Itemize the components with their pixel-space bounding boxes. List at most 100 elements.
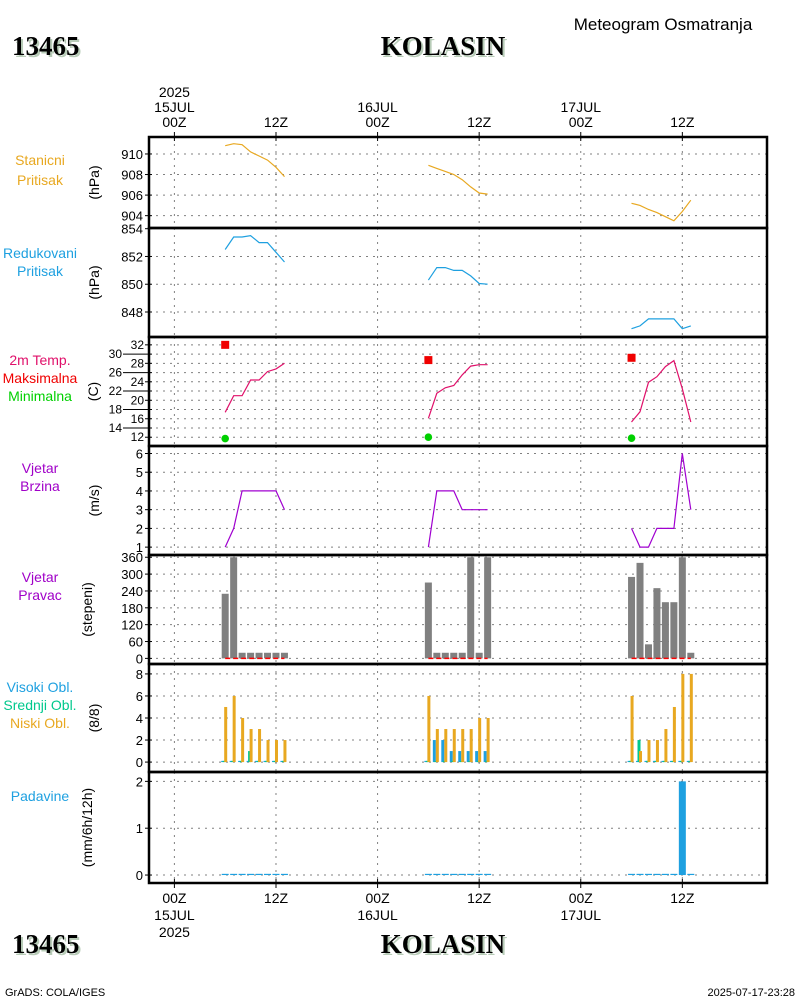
y-tick-label: 854 xyxy=(121,222,143,237)
y-tick-label: 6 xyxy=(136,689,143,704)
bottom-time-label: 00Z xyxy=(569,890,594,906)
chart-title: Meteogram Osmatranja xyxy=(574,15,753,34)
bottom-time-label: 12Z xyxy=(670,890,695,906)
bar-vjetar-pravac xyxy=(272,652,280,659)
bar-niski-obl- xyxy=(630,695,634,763)
panel-label: Stanicni xyxy=(15,152,65,168)
panel-wind-direction: 060 120 180 240 300 360 Vjetar Pravac (stepeni) xyxy=(18,550,769,666)
panel-wind-speed: 1 2 3 4 5 6 Vjetar Brzina (m/s) xyxy=(20,444,769,557)
bar-vjetar-pravac xyxy=(264,652,272,659)
station-id: 13465 xyxy=(12,31,80,61)
y-tick-label: 14 xyxy=(109,421,123,435)
bar-niski-obl- xyxy=(427,695,431,763)
bar-vjetar-pravac xyxy=(441,652,449,659)
footer: 13465 KOLASIN GrADS: COLA/IGES 2025-07-1… xyxy=(5,929,795,999)
bar-vjetar-pravac xyxy=(424,582,432,659)
bar-padavine xyxy=(670,873,678,876)
series-line-redukovani-pritisak xyxy=(631,318,691,330)
series-line-stanicni-pritisak xyxy=(225,143,285,178)
panel-label: Pritisak xyxy=(17,263,64,279)
max-temp-marker xyxy=(424,356,433,365)
y-tick-label: 28 xyxy=(131,356,145,370)
bar-niski-obl- xyxy=(469,729,473,763)
bar-padavine xyxy=(441,873,449,876)
bar-padavine xyxy=(230,873,238,876)
bar-niski-obl- xyxy=(452,729,456,763)
y-tick-label: 910 xyxy=(121,147,143,162)
bottom-time-label: 17JUL xyxy=(561,907,602,923)
panel-label: Minimalna xyxy=(8,388,72,404)
bar-visoki-obl- xyxy=(441,740,445,763)
series-line-stanicni-pritisak xyxy=(428,164,488,195)
y-axis-unit: (8/8) xyxy=(86,704,102,733)
y-tick-label: 904 xyxy=(121,209,143,224)
min-temp-marker xyxy=(627,434,636,442)
y-axis-unit: (hPa) xyxy=(86,265,102,299)
bar-vjetar-pravac xyxy=(247,652,255,659)
bar-padavine xyxy=(467,873,475,876)
bar-vjetar-pravac xyxy=(433,652,441,659)
panel-label: Brzina xyxy=(20,478,60,494)
bar-vjetar-pravac xyxy=(687,652,695,659)
panel-label: Pritisak xyxy=(17,172,64,188)
bottom-time-label: 12Z xyxy=(467,890,492,906)
bar-padavine xyxy=(653,873,661,876)
series-line-vjetar-brzina xyxy=(427,490,488,548)
footer-station-name: KOLASIN xyxy=(381,929,506,959)
bar-padavine xyxy=(255,873,263,876)
panel-frame xyxy=(147,226,769,339)
footer-station-id: 13465 xyxy=(12,929,80,959)
bar-padavine xyxy=(450,873,458,876)
bar-vjetar-pravac xyxy=(450,652,458,659)
series-line-vjetar-brzina xyxy=(224,490,286,548)
top-time-label: 2025 xyxy=(159,84,190,100)
y-tick-label: 22 xyxy=(109,384,123,398)
bar-padavine xyxy=(687,873,695,876)
bar-vjetar-pravac xyxy=(280,652,288,659)
series-line-vjetar-brzina xyxy=(630,453,692,548)
panel-reduced-pressure: 848 850 852 854 Redukovani Pritisak (hPa) xyxy=(3,222,769,339)
bar-visoki-obl- xyxy=(432,740,436,763)
y-tick-label: 32 xyxy=(131,338,145,352)
series-line-2m-temp- xyxy=(631,359,692,423)
y-axis-unit: (C) xyxy=(85,382,101,401)
y-tick-label: 5 xyxy=(136,465,143,480)
bar-vjetar-pravac xyxy=(221,593,229,659)
y-axis-unit: (mm/6h/12h) xyxy=(79,788,95,867)
y-tick-label: 0 xyxy=(136,651,143,666)
bar-padavine xyxy=(458,873,466,876)
y-tick-label: 3 xyxy=(136,503,143,518)
panel-label: Niski Obl. xyxy=(10,715,70,731)
y-tick-label: 6 xyxy=(136,446,143,461)
bottom-time-label: 2025 xyxy=(159,924,190,940)
bar-niski-obl- xyxy=(224,706,228,763)
y-tick-label: 908 xyxy=(121,168,143,183)
bar-niski-obl- xyxy=(232,695,236,763)
bar-vjetar-pravac xyxy=(661,602,669,659)
bar-padavine xyxy=(678,781,686,876)
bar-niski-obl- xyxy=(639,751,643,763)
credit: GrADS: COLA/IGES xyxy=(5,987,105,999)
y-tick-label: 4 xyxy=(136,711,143,726)
bar-niski-obl- xyxy=(664,729,668,763)
bar-vjetar-pravac xyxy=(475,652,483,659)
series-line-redukovani-pritisak xyxy=(224,234,285,263)
panel-label: Vjetar xyxy=(22,569,59,585)
y-tick-label: 240 xyxy=(121,584,143,599)
y-axis-unit: (stepeni) xyxy=(79,582,95,636)
y-axis-unit: (hPa) xyxy=(86,165,102,199)
panel-label: Pravac xyxy=(18,587,62,603)
bar-padavine xyxy=(424,873,432,876)
bar-niski-obl- xyxy=(283,740,287,763)
bar-padavine xyxy=(636,873,644,876)
bar-padavine xyxy=(247,873,255,876)
header: 13465 KOLASIN Meteogram Osmatranja xyxy=(12,15,753,61)
top-time-label: 12Z xyxy=(467,114,492,130)
y-tick-label: 852 xyxy=(121,249,143,264)
timestamp: 2025-07-17-23:28 xyxy=(708,987,795,999)
bar-niski-obl- xyxy=(274,740,278,763)
bar-vjetar-pravac xyxy=(636,562,644,659)
bar-padavine xyxy=(661,873,669,876)
